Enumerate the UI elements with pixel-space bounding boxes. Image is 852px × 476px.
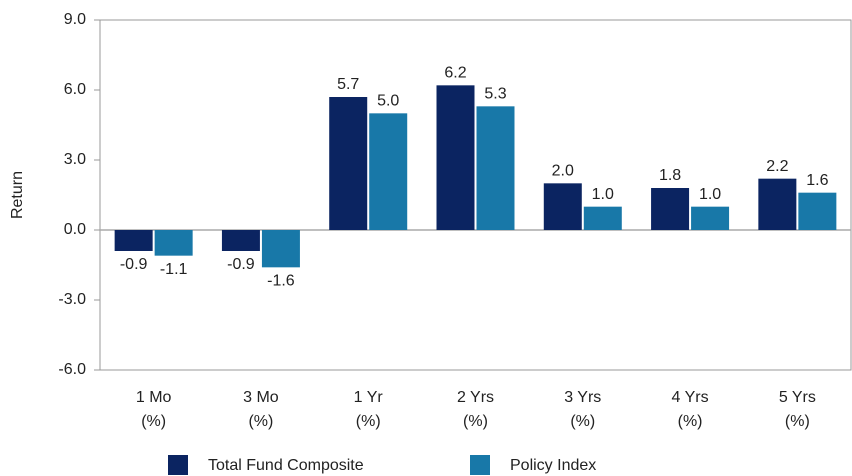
x-tick-label: 4 Yrs (%) — [672, 389, 709, 430]
bar — [154, 230, 193, 256]
y-tick-label: 0.0 — [64, 221, 86, 238]
value-label: -0.9 — [227, 256, 255, 273]
y-tick-label: 9.0 — [64, 11, 86, 28]
bar — [221, 230, 260, 251]
value-label: 2.2 — [766, 158, 788, 175]
value-label: 5.7 — [337, 76, 359, 93]
x-tick-label: 1 Yr (%) — [354, 389, 384, 430]
x-tick-label: 3 Mo (%) — [243, 389, 279, 430]
x-tick-label: 1 Mo (%) — [136, 389, 172, 430]
value-label: 5.0 — [377, 93, 399, 110]
value-label: -1.6 — [267, 273, 295, 290]
y-tick-label: 6.0 — [64, 81, 86, 98]
bar — [261, 230, 300, 268]
plot-frame — [99, 19, 852, 371]
bar — [114, 230, 153, 251]
x-tick-label: 5 Yrs (%) — [779, 389, 816, 430]
legend-swatch — [168, 455, 188, 475]
legend-label: Total Fund Composite — [208, 457, 364, 474]
y-tick-label: -6.0 — [58, 361, 86, 378]
y-tick-label: 3.0 — [64, 151, 86, 168]
bar — [651, 188, 690, 230]
bar — [369, 113, 408, 230]
value-label: 1.6 — [806, 172, 828, 189]
value-label: 2.0 — [552, 163, 574, 180]
value-label: -1.1 — [160, 261, 188, 278]
bar — [476, 106, 515, 230]
legend-swatch — [470, 455, 490, 475]
bar — [583, 206, 622, 230]
bar — [758, 178, 797, 230]
bar — [436, 85, 475, 230]
y-tick-label: -3.0 — [58, 291, 86, 308]
y-axis-label: Return — [9, 171, 26, 219]
value-label: 1.0 — [592, 186, 614, 203]
x-tick-label: 3 Yrs (%) — [564, 389, 601, 430]
x-tick-label: 2 Yrs (%) — [457, 389, 494, 430]
bar — [543, 183, 582, 230]
bar — [798, 192, 837, 230]
value-label: 1.8 — [659, 167, 681, 184]
value-label: 6.2 — [444, 65, 466, 82]
value-label: 5.3 — [484, 86, 506, 103]
bar — [329, 97, 368, 230]
value-label: -0.9 — [120, 256, 148, 273]
legend-label: Policy Index — [510, 457, 596, 474]
value-label: 1.0 — [699, 186, 721, 203]
bar — [691, 206, 730, 230]
